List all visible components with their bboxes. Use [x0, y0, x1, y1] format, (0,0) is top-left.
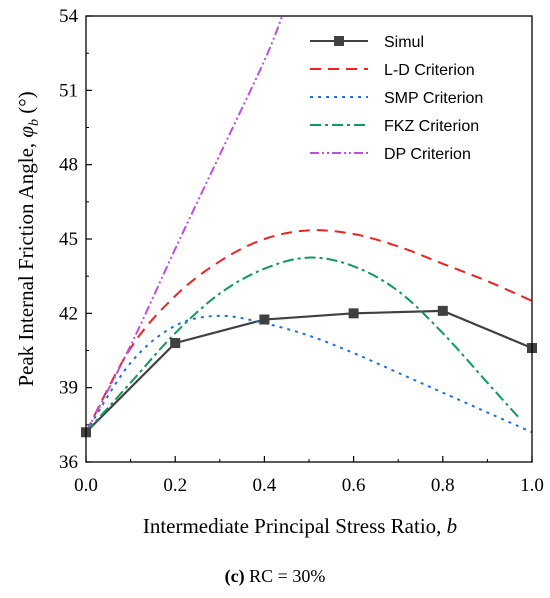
- series-line-smp-criterion: [86, 314, 532, 434]
- x-tick-label: 1.0: [520, 475, 544, 496]
- y-tick-label: 48: [59, 155, 78, 176]
- y-tick-label: 42: [59, 303, 78, 324]
- data-point-simul: [259, 314, 270, 325]
- data-point-simul: [437, 305, 448, 316]
- y-tick-label: 51: [59, 80, 78, 101]
- legend-label-l-d-criterion: L-D Criterion: [384, 62, 475, 79]
- chart: 0.0 0.2 0.4 0.6 0.8 1.0 36 39 42 45 48 51 54 Interme…: [0, 0, 550, 560]
- legend-label-fkz-criterion: FKZ Criterion: [384, 118, 479, 135]
- y-tick-label: 39: [59, 378, 78, 399]
- series-layer: [86, 16, 532, 434]
- series-line-simul: [86, 309, 532, 434]
- figure-caption: (c) RC = 30%: [0, 566, 550, 587]
- x-tick-label: 0.4: [253, 475, 277, 496]
- y-tick-label: 36: [59, 452, 78, 473]
- caption-text: RC = 30%: [244, 566, 326, 586]
- x-tick-label: 0.2: [163, 475, 187, 496]
- x-tick-label: 0.0: [74, 475, 98, 496]
- data-point-simul: [348, 308, 359, 319]
- caption-label: (c): [224, 566, 245, 586]
- series-line-fkz-criterion: [86, 256, 520, 433]
- legend-label-smp-criterion: SMP Criterion: [384, 90, 483, 107]
- x-axis-title: Intermediate Principal Stress Ratio, b: [143, 514, 457, 538]
- series-line-dp-criterion: [86, 16, 284, 433]
- axis-ticks: 0.0 0.2 0.4 0.6 0.8 1.0 36 39 42 45 48 51 54: [59, 6, 544, 496]
- legend-marker-simul: [334, 36, 344, 46]
- legend-label-simul: Simul: [384, 34, 424, 51]
- chart-background: [0, 0, 550, 560]
- x-tick-label: 0.8: [431, 475, 455, 496]
- series-line-l-d-criterion: [86, 229, 532, 433]
- legend-label-dp-criterion: DP Criterion: [384, 146, 471, 163]
- legend: Simul L-D Criterion SMP Criterion FKZ Crite…: [310, 34, 483, 163]
- data-point-simul: [170, 338, 181, 349]
- y-tick-label: 45: [59, 229, 78, 250]
- y-axis-title: Peak Internal Friction Angle, φb (°): [14, 91, 42, 386]
- x-tick-label: 0.6: [342, 475, 366, 496]
- y-tick-label: 54: [59, 6, 79, 27]
